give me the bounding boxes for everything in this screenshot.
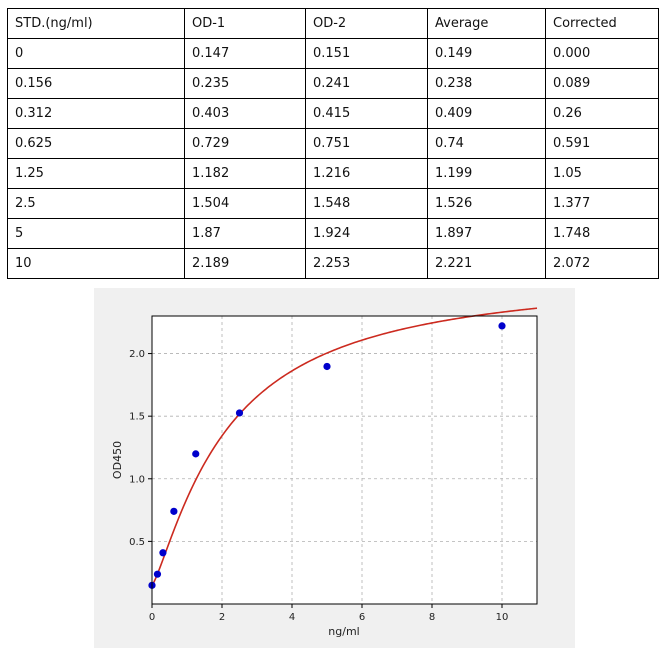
cell-od2: 0.241	[305, 68, 428, 99]
data-point	[498, 322, 506, 330]
cell-average: 1.199	[427, 158, 546, 189]
cell-corrected: 0.089	[545, 68, 659, 99]
cell-od1: 0.235	[184, 68, 306, 99]
cell-average: 2.221	[427, 248, 546, 279]
cell-std: 0	[7, 38, 185, 69]
cell-od2: 1.548	[305, 188, 428, 219]
cell-od1: 0.403	[184, 98, 306, 129]
x-axis-ticks: 0 2 4 6 8 10	[149, 604, 509, 623]
y-axis-ticks: 0.5 1.0 1.5 2.0	[129, 349, 152, 548]
header-od2: OD-2	[305, 8, 428, 39]
header-corrected: Corrected	[545, 8, 659, 39]
y-tick-label: 1.0	[129, 474, 145, 485]
cell-corrected: 2.072	[545, 248, 659, 279]
data-point	[192, 450, 200, 458]
data-point	[159, 549, 167, 557]
x-tick-label: 4	[289, 612, 295, 623]
y-tick-label: 0.5	[129, 537, 145, 548]
cell-average: 1.526	[427, 188, 546, 219]
data-point	[153, 570, 162, 578]
cell-od1: 2.189	[184, 248, 306, 279]
cell-std: 2.5	[7, 188, 185, 219]
cell-od2: 1.216	[305, 158, 428, 189]
y-tick-label: 2.0	[129, 349, 145, 360]
data-point	[235, 409, 244, 417]
cell-std: 0.625	[7, 128, 185, 159]
data-points	[148, 322, 506, 589]
table-row: 5 1.87 1.924 1.897 1.748	[7, 218, 659, 249]
chart-canvas: 0 2 4 6 8 10 0.5 1.0 1.5 2.0 ng/ml OD450	[111, 307, 538, 638]
cell-average: 1.897	[427, 218, 546, 249]
plot-frame	[151, 315, 538, 605]
data-point	[323, 362, 331, 371]
cell-average: 0.238	[427, 68, 546, 99]
cell-od1: 1.87	[184, 218, 306, 249]
cell-corrected: 1.748	[545, 218, 659, 249]
x-tick-label: 8	[429, 612, 435, 623]
cell-od1: 0.147	[184, 38, 306, 69]
cell-od2: 0.751	[305, 128, 428, 159]
cell-od2: 0.415	[305, 98, 428, 129]
x-tick-label: 10	[496, 612, 509, 623]
cell-od2: 1.924	[305, 218, 428, 249]
x-tick-label: 0	[149, 612, 155, 623]
standards-table: STD.(ng/ml) OD-1 OD-2 Average Corrected …	[7, 8, 659, 279]
plot-area	[152, 316, 537, 604]
cell-average: 0.149	[427, 38, 546, 69]
table-row: 0.625 0.729 0.751 0.74 0.591	[7, 128, 659, 159]
table-row: 0.312 0.403 0.415 0.409 0.26	[7, 98, 659, 129]
table-row: 2.5 1.504 1.548 1.526 1.377	[7, 188, 659, 219]
table-row: 0 0.147 0.151 0.149 0.000	[7, 38, 659, 69]
cell-average: 0.409	[427, 98, 546, 129]
cell-std: 5	[7, 218, 185, 249]
table-header-row: STD.(ng/ml) OD-1 OD-2 Average Corrected	[7, 8, 659, 39]
cell-od1: 0.729	[184, 128, 306, 159]
table-row: 0.156 0.235 0.241 0.238 0.089	[7, 68, 659, 99]
grid-lines	[151, 316, 537, 604]
cell-std: 0.312	[7, 98, 185, 129]
cell-corrected: 0.26	[545, 98, 659, 129]
x-tick-label: 2	[219, 612, 225, 623]
x-axis-label: ng/ml	[328, 625, 359, 638]
cell-std: 0.156	[7, 68, 185, 99]
cell-corrected: 0.000	[545, 38, 659, 69]
data-point	[170, 507, 178, 515]
table-row: 1.25 1.182 1.216 1.199 1.05	[7, 158, 659, 189]
cell-od1: 1.182	[184, 158, 306, 189]
cell-od1: 1.504	[184, 188, 306, 219]
cell-corrected: 1.377	[545, 188, 659, 219]
header-od1: OD-1	[184, 8, 306, 39]
y-axis-label: OD450	[111, 441, 124, 479]
x-tick-label: 6	[359, 612, 365, 623]
y-tick-label: 1.5	[129, 412, 145, 423]
cell-od2: 0.151	[305, 38, 428, 69]
cell-corrected: 1.05	[545, 158, 659, 189]
cell-average: 0.74	[427, 128, 546, 159]
standard-curve-chart: 0 2 4 6 8 10 0.5 1.0 1.5 2.0 ng/ml OD450	[94, 288, 575, 648]
cell-std: 10	[7, 248, 185, 279]
cell-corrected: 0.591	[545, 128, 659, 159]
cell-std: 1.25	[7, 158, 185, 189]
header-std: STD.(ng/ml)	[7, 8, 185, 39]
cell-od2: 2.253	[305, 248, 428, 279]
table-row: 10 2.189 2.253 2.221 2.072	[7, 248, 659, 279]
header-average: Average	[427, 8, 546, 39]
